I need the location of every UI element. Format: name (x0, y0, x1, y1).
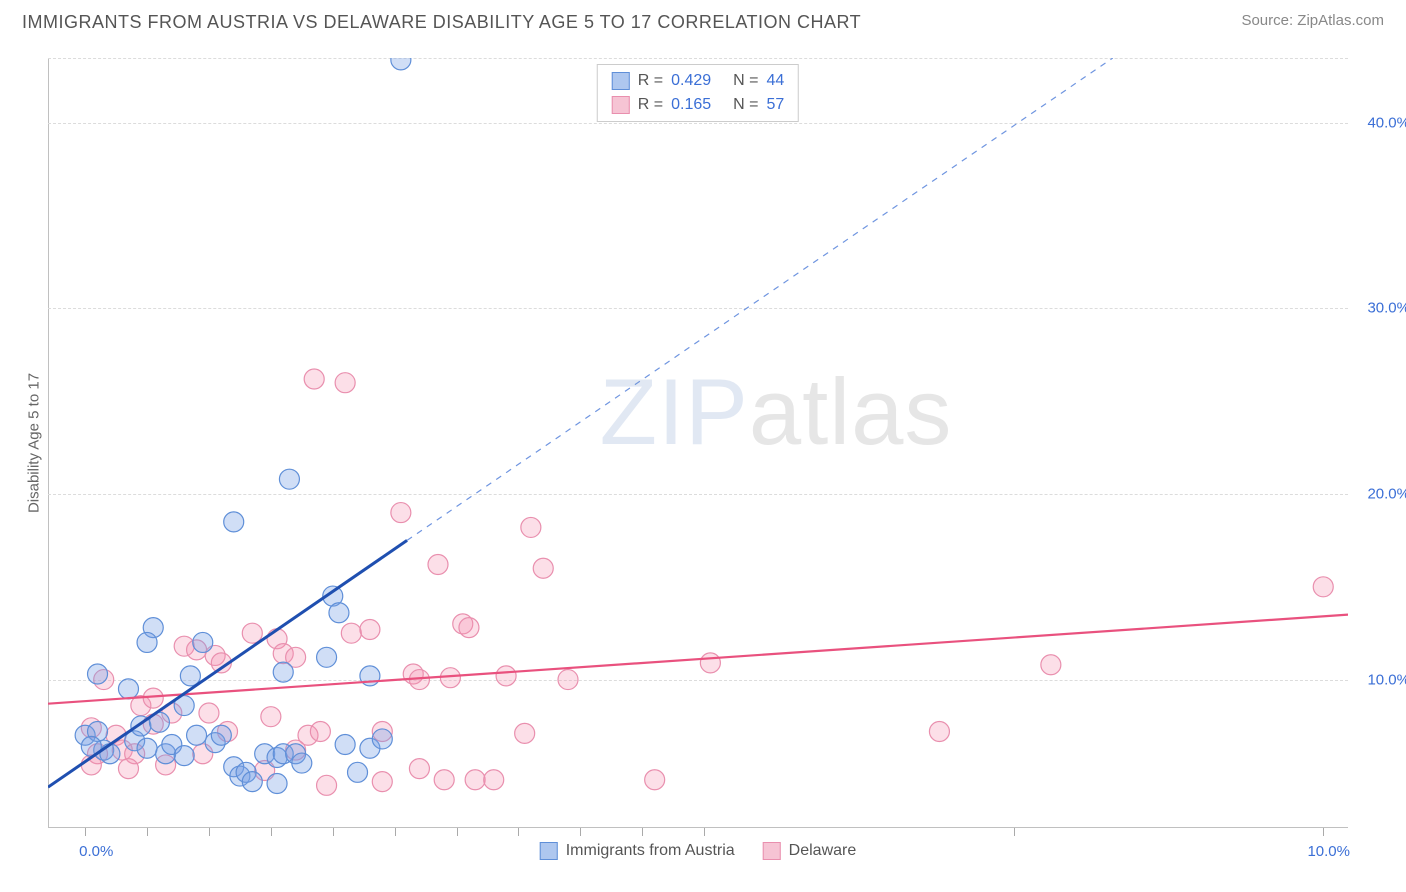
data-point (341, 623, 361, 643)
x-tick (457, 828, 458, 836)
scatter-chart: Disability Age 5 to 17 10.0%20.0%30.0%40… (48, 58, 1348, 828)
y-axis-label: Disability Age 5 to 17 (26, 373, 43, 513)
data-point (496, 666, 516, 686)
data-point (372, 729, 392, 749)
legend-n-label: N = (733, 93, 758, 117)
legend-swatch (540, 842, 558, 860)
data-point (391, 58, 411, 70)
plot-svg (48, 58, 1348, 828)
data-point (187, 725, 207, 745)
x-tick (518, 828, 519, 836)
data-point (645, 770, 665, 790)
x-tick (704, 828, 705, 836)
data-point (242, 772, 262, 792)
legend-item: Delaware (763, 842, 857, 860)
legend-swatch (763, 842, 781, 860)
data-point (100, 744, 120, 764)
data-point (465, 770, 485, 790)
data-point (335, 373, 355, 393)
legend-item: Immigrants from Austria (540, 842, 735, 860)
legend-n-value: 44 (766, 69, 784, 93)
data-point (440, 668, 460, 688)
data-point (118, 759, 138, 779)
y-tick-label: 20.0% (1367, 486, 1406, 503)
x-tick (395, 828, 396, 836)
data-point (391, 503, 411, 523)
data-point (261, 707, 281, 727)
trend-line (48, 615, 1348, 704)
data-point (118, 679, 138, 699)
data-point (317, 775, 337, 795)
data-point (174, 746, 194, 766)
y-tick-label: 30.0% (1367, 300, 1406, 317)
data-point (310, 722, 330, 742)
data-point (279, 469, 299, 489)
data-point (434, 770, 454, 790)
y-tick-label: 40.0% (1367, 114, 1406, 131)
data-point (304, 369, 324, 389)
data-point (88, 664, 108, 684)
legend-r-label: R = (638, 93, 663, 117)
data-point (1041, 655, 1061, 675)
legend-r-value: 0.165 (671, 93, 725, 117)
data-point (360, 619, 380, 639)
legend-row: R = 0.165 N = 57 (612, 93, 784, 117)
data-point (558, 670, 578, 690)
legend-item-label: Immigrants from Austria (566, 842, 735, 860)
source-label: Source: ZipAtlas.com (1241, 12, 1384, 29)
data-point (199, 703, 219, 723)
legend-swatch (612, 96, 630, 114)
data-point (484, 770, 504, 790)
data-point (428, 555, 448, 575)
x-tick (85, 828, 86, 836)
data-point (292, 753, 312, 773)
x-tick (209, 828, 210, 836)
data-point (329, 603, 349, 623)
x-tick (580, 828, 581, 836)
x-tick (147, 828, 148, 836)
legend-r-label: R = (638, 69, 663, 93)
legend-item-label: Delaware (789, 842, 857, 860)
x-tick (1014, 828, 1015, 836)
y-tick-label: 10.0% (1367, 671, 1406, 688)
data-point (273, 662, 293, 682)
data-point (515, 723, 535, 743)
x-tick (271, 828, 272, 836)
data-point (137, 632, 157, 652)
data-point (929, 722, 949, 742)
legend-row: R = 0.429 N = 44 (612, 69, 784, 93)
legend-n-label: N = (733, 69, 758, 93)
chart-title: IMMIGRANTS FROM AUSTRIA VS DELAWARE DISA… (22, 12, 861, 33)
x-tick (333, 828, 334, 836)
x-tick-label: 0.0% (79, 843, 113, 860)
data-point (459, 618, 479, 638)
data-point (137, 738, 157, 758)
x-tick (642, 828, 643, 836)
data-point (1313, 577, 1333, 597)
x-tick-label: 10.0% (1307, 843, 1350, 860)
trend-line (407, 58, 1113, 540)
legend-correlation: R = 0.429 N = 44 R = 0.165 N = 57 (597, 64, 799, 122)
data-point (533, 558, 553, 578)
x-tick (1323, 828, 1324, 836)
legend-swatch (612, 72, 630, 90)
data-point (193, 632, 213, 652)
data-point (224, 512, 244, 532)
data-point (317, 647, 337, 667)
data-point (335, 735, 355, 755)
data-point (348, 762, 368, 782)
legend-r-value: 0.429 (671, 69, 725, 93)
data-point (143, 688, 163, 708)
data-point (700, 653, 720, 673)
data-point (521, 517, 541, 537)
data-point (211, 725, 231, 745)
legend-n-value: 57 (766, 93, 784, 117)
legend-series: Immigrants from Austria Delaware (540, 842, 857, 860)
data-point (267, 773, 287, 793)
data-point (409, 759, 429, 779)
data-point (372, 772, 392, 792)
